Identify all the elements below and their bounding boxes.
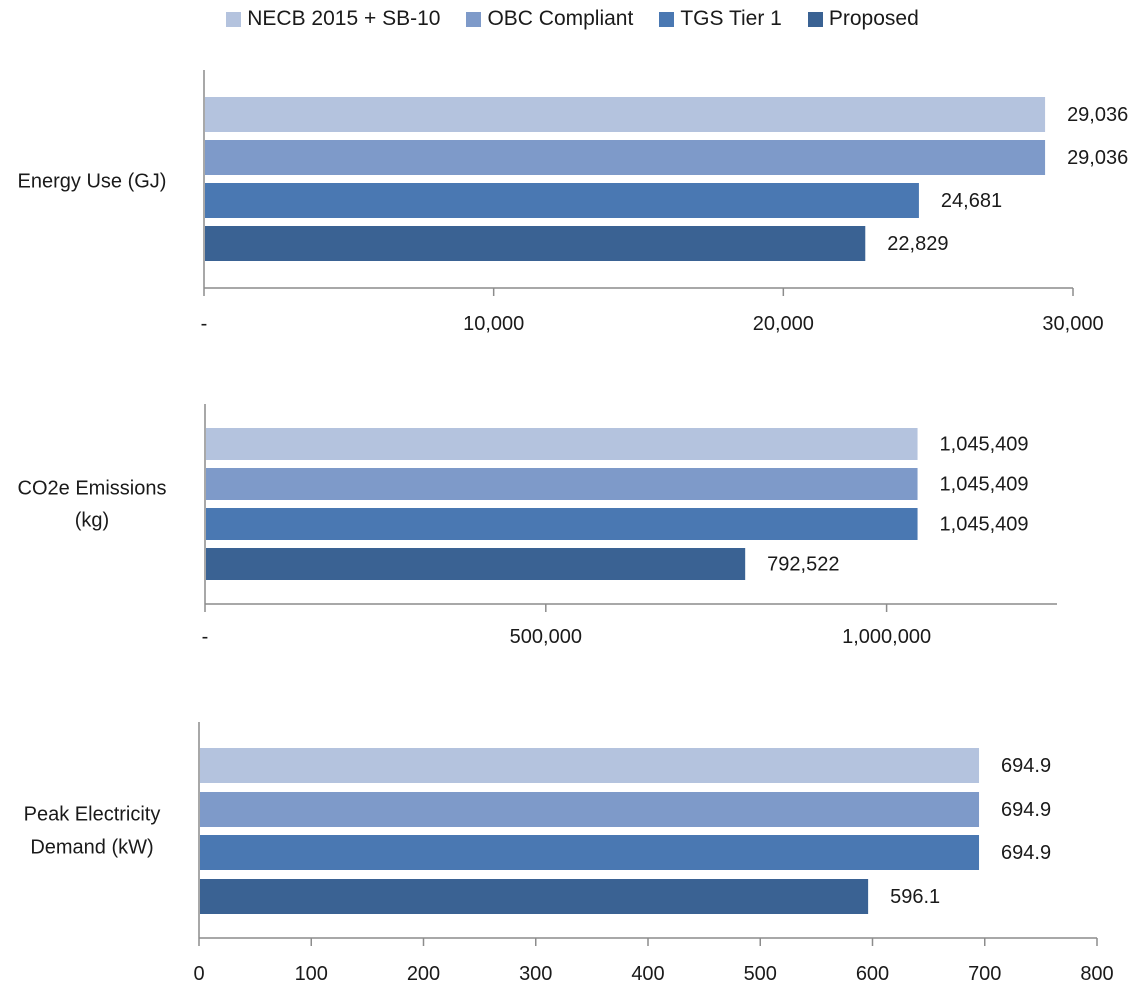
chart-panel: Energy Use (GJ) 29,036 29,036 24,681 22,829 -… xyxy=(18,70,1128,335)
data-label: 596.1 xyxy=(890,886,940,908)
x-tick-label: 600 xyxy=(856,963,889,985)
x-tick-label: 200 xyxy=(407,963,440,985)
chart-panel: CO2e Emissions (kg) 1,045,409 1,045,409 1,04… xyxy=(18,404,1057,648)
x-tick-label: 700 xyxy=(968,963,1001,985)
x-tick-label: 30,000 xyxy=(1042,313,1103,335)
x-tick-label: 100 xyxy=(295,963,328,985)
bar xyxy=(200,792,980,827)
legend-swatch xyxy=(226,11,242,27)
bar xyxy=(206,508,918,540)
bar xyxy=(206,548,746,580)
bar xyxy=(206,468,918,500)
x-tick-label: 1,000,000 xyxy=(842,626,931,648)
data-label: 1,045,409 xyxy=(940,473,1029,495)
data-label: 694.9 xyxy=(1001,755,1051,777)
legend-item: NECB 2015 + SB-10 xyxy=(226,7,440,31)
legend-swatch xyxy=(659,11,675,27)
legend-item: TGS Tier 1 xyxy=(659,7,782,31)
legend-label: Proposed xyxy=(828,7,919,30)
data-label: 1,045,409 xyxy=(940,513,1029,535)
bar xyxy=(200,835,980,870)
bar xyxy=(206,428,918,460)
data-label: 29,036 xyxy=(1067,104,1128,126)
category-label: Peak Electricity xyxy=(24,803,161,825)
data-label: 792,522 xyxy=(767,553,839,575)
legend-swatch xyxy=(466,11,482,27)
bar xyxy=(205,226,866,261)
category-label: Energy Use (GJ) xyxy=(18,170,167,192)
legend-label: NECB 2015 + SB-10 xyxy=(247,7,441,30)
bar xyxy=(205,183,919,218)
x-tick-label: 800 xyxy=(1080,963,1113,985)
legend-item: OBC Compliant xyxy=(466,7,633,31)
bar xyxy=(205,140,1046,175)
data-label: 24,681 xyxy=(941,190,1002,212)
data-label: 22,829 xyxy=(887,233,948,255)
bar xyxy=(200,748,980,783)
x-tick-label: 500,000 xyxy=(510,626,582,648)
x-tick-label: 10,000 xyxy=(463,313,524,335)
x-tick-label: 500 xyxy=(744,963,777,985)
legend-label: OBC Compliant xyxy=(487,7,634,30)
chart-panel: Peak Electricity Demand (kW) 694.9 694.9 694… xyxy=(24,722,1114,985)
data-label: 694.9 xyxy=(1001,842,1051,864)
chart-legend: NECB 2015 + SB-10 OBC Compliant TGS Tier 1… xyxy=(0,4,1145,34)
bar xyxy=(200,879,869,914)
category-label: Demand (kW) xyxy=(30,836,153,858)
x-tick-label: 0 xyxy=(193,963,204,985)
category-label: CO2e Emissions xyxy=(18,477,167,499)
data-label: 694.9 xyxy=(1001,799,1051,821)
x-tick-label: 400 xyxy=(631,963,664,985)
legend-swatch xyxy=(807,11,823,27)
category-label: (kg) xyxy=(75,509,109,531)
data-label: 1,045,409 xyxy=(940,433,1029,455)
bar xyxy=(205,97,1046,132)
x-tick-label: 300 xyxy=(519,963,552,985)
x-tick-label: 20,000 xyxy=(753,313,814,335)
x-tick-label: - xyxy=(201,313,208,335)
legend-item: Proposed xyxy=(807,7,919,31)
x-tick-label: - xyxy=(202,626,209,648)
legend-label: TGS Tier 1 xyxy=(680,7,782,30)
data-label: 29,036 xyxy=(1067,147,1128,169)
